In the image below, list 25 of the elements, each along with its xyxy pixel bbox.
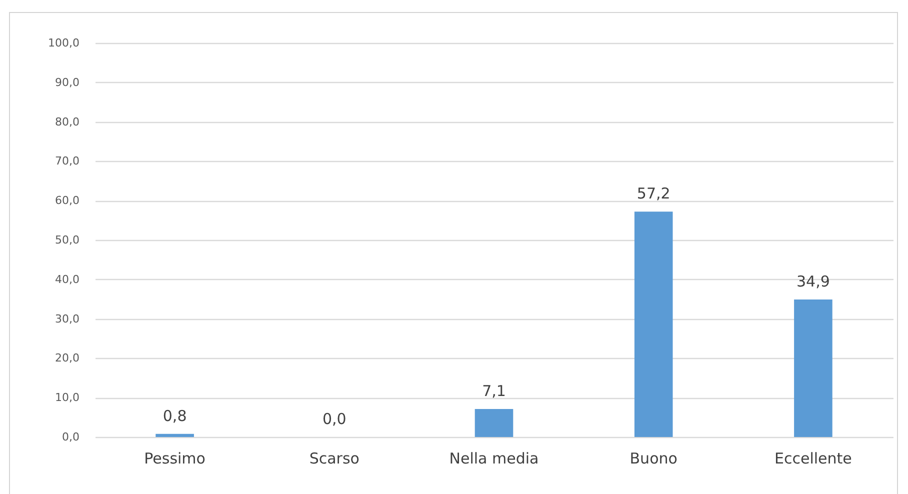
y-tick-label: 60,0 — [55, 194, 80, 208]
y-tick-label: 80,0 — [55, 115, 80, 128]
y-tick-label: 30,0 — [55, 312, 80, 326]
bar — [794, 299, 832, 437]
x-tick-label: Eccellente — [774, 450, 852, 468]
y-tick-label: 90,0 — [55, 76, 80, 89]
x-tick-label: Buono — [630, 450, 678, 468]
y-tick-label: 50,0 — [55, 234, 80, 246]
data-label: 34,9 — [796, 272, 830, 290]
y-tick-label: 100,0 — [48, 36, 80, 50]
y-tick-label: 40,0 — [55, 272, 80, 286]
bar — [634, 212, 673, 437]
y-tick-label: 20,0 — [55, 352, 80, 365]
data-label: 7,1 — [482, 382, 506, 400]
x-tick-label: Pessimo — [144, 450, 206, 468]
y-tick-label: 0,0 — [62, 430, 80, 444]
x-tick-label: Nella media — [449, 450, 539, 468]
y-tick-label: 70,0 — [55, 154, 80, 168]
y-tick-label: 10,0 — [55, 391, 80, 404]
data-label: 0,0 — [322, 410, 346, 428]
bar — [474, 409, 514, 437]
data-label: 0,8 — [162, 406, 187, 425]
bar — [156, 434, 194, 437]
x-tick-label: Scarso — [309, 450, 360, 468]
data-label: 57,2 — [636, 184, 670, 203]
